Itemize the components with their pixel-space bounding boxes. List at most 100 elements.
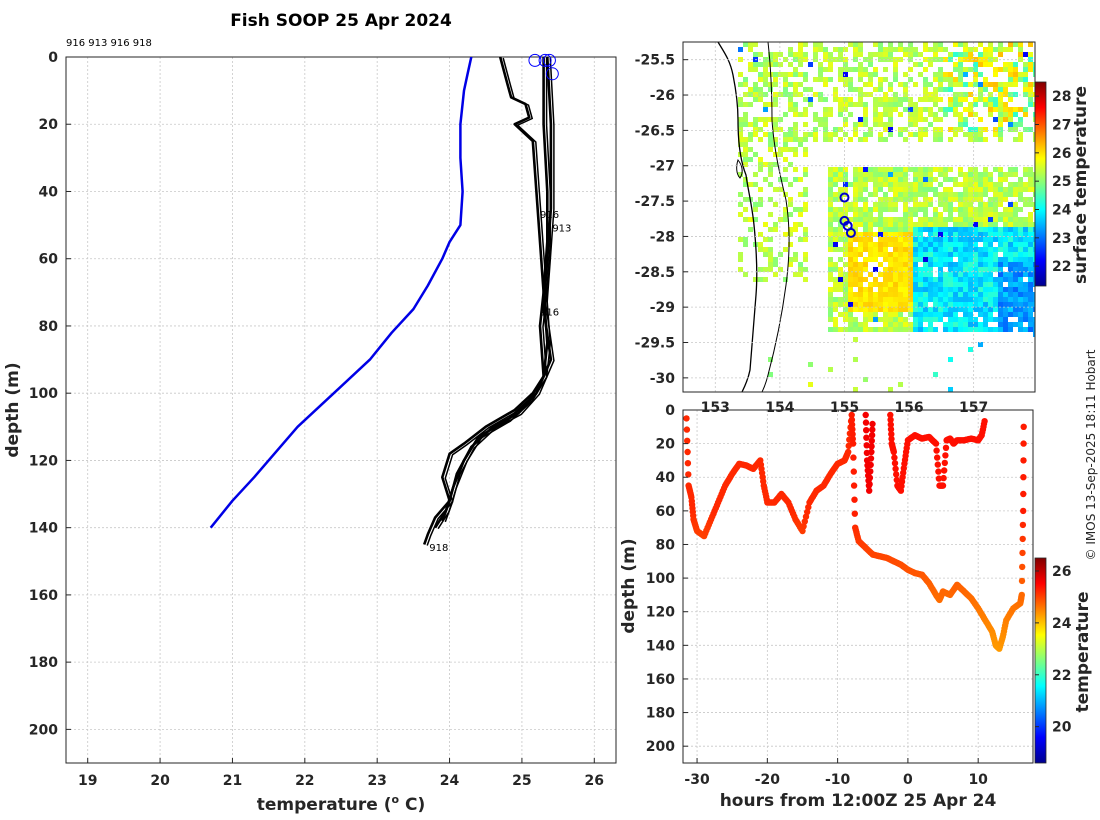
track-sample — [867, 455, 875, 462]
sst-cell — [878, 262, 883, 267]
sst-cell — [998, 232, 1003, 237]
sst-cell — [968, 212, 973, 217]
track-sample — [1020, 423, 1027, 430]
map-y-tick-label: -30 — [650, 371, 676, 387]
sst-cell — [943, 207, 948, 212]
sst-cell — [978, 97, 983, 102]
sst-cell — [1033, 322, 1035, 327]
sst-cell — [828, 267, 833, 272]
sst-cell — [978, 247, 983, 252]
sst-cell — [893, 297, 898, 302]
credit-text: © IMOS 13-Sep-2025 18:11 Hobart — [1084, 349, 1098, 560]
sst-cell — [843, 242, 848, 247]
sst-cell — [928, 327, 933, 332]
sst-cell — [883, 237, 888, 242]
sst-cell — [928, 62, 933, 67]
sst-cell — [1023, 202, 1028, 207]
sst-cell — [963, 297, 968, 302]
sst-cell — [803, 132, 808, 137]
sst-cell — [1028, 182, 1033, 187]
sst-cell — [978, 92, 983, 97]
track-sample — [801, 518, 808, 525]
sst-cell — [848, 137, 853, 142]
sst-cell — [918, 322, 923, 327]
sst-cell — [783, 57, 788, 62]
sst-cell — [888, 297, 893, 302]
sst-cell — [968, 317, 973, 322]
sst-cell — [973, 292, 978, 297]
sst-cell — [863, 172, 868, 177]
sst-cell — [1008, 72, 1013, 77]
sst-cell — [1013, 122, 1018, 127]
sst-cell — [1013, 227, 1018, 232]
sst-cell — [903, 172, 908, 177]
sst-cell — [768, 147, 773, 152]
sst-cell — [883, 287, 888, 292]
ts-x-tick-label: 10 — [968, 772, 988, 788]
sst-cell — [923, 57, 928, 62]
sst-cell — [958, 217, 963, 222]
sst-cell — [978, 307, 983, 312]
sst-cell — [753, 97, 758, 102]
sst-cell — [988, 227, 993, 232]
sst-cell — [888, 272, 893, 277]
sst-cell — [838, 222, 843, 227]
sst-cell — [858, 282, 863, 287]
sst-cell — [988, 257, 993, 262]
sst-cell — [793, 252, 798, 257]
sst-cell — [933, 282, 938, 287]
sst-cell — [803, 87, 808, 92]
sst-cell — [968, 192, 973, 197]
sst-cell — [888, 52, 893, 57]
sst-cell — [878, 202, 883, 207]
sst-cell — [923, 92, 928, 97]
sst-cell — [783, 167, 788, 172]
sst-cell — [998, 262, 1003, 267]
sst-cell — [933, 177, 938, 182]
sst-cell — [863, 312, 868, 317]
sst-cell — [953, 197, 958, 202]
sst-cell — [758, 77, 763, 82]
sst-cell — [883, 172, 888, 177]
sst-cell — [948, 282, 953, 287]
sst-cell — [898, 217, 903, 222]
profile-end-label: 916 — [540, 210, 559, 221]
sst-cell — [908, 67, 913, 72]
sst-cell — [963, 257, 968, 262]
sst-cell — [893, 262, 898, 267]
sst-cell — [933, 52, 938, 57]
sst-cell — [868, 177, 873, 182]
sst-cell — [953, 182, 958, 187]
sst-cell — [1028, 197, 1033, 202]
sst-cell — [963, 277, 968, 282]
sst-cell — [788, 102, 793, 107]
sst-cell — [888, 227, 893, 232]
sst-cell — [1028, 317, 1033, 322]
sst-cell — [1023, 87, 1028, 92]
sst-cell — [1013, 42, 1018, 47]
sst-cell — [973, 82, 978, 87]
sst-cell — [1033, 72, 1035, 77]
sst-cell — [908, 97, 913, 102]
sst-cell — [1013, 62, 1018, 67]
sst-cell — [868, 172, 873, 177]
sst-cell — [1018, 287, 1023, 292]
sst-cell — [843, 312, 848, 317]
sst-cell — [913, 247, 918, 252]
sst-cell — [928, 187, 933, 192]
track-sample — [887, 411, 894, 419]
sst-cell — [878, 132, 883, 137]
sst-cell — [998, 182, 1003, 187]
sst-cell — [988, 62, 993, 67]
sst-cell — [878, 222, 883, 227]
sst-cell — [953, 277, 958, 282]
sst-cell — [963, 187, 968, 192]
sst-cell — [948, 202, 953, 207]
sst-cell — [758, 187, 763, 192]
sst-cell — [868, 227, 873, 232]
sst-cell — [1033, 187, 1035, 192]
sst-cell — [958, 267, 963, 272]
sst-cell — [1008, 282, 1013, 287]
sst-cell — [978, 257, 983, 262]
sst-cell — [838, 272, 843, 277]
